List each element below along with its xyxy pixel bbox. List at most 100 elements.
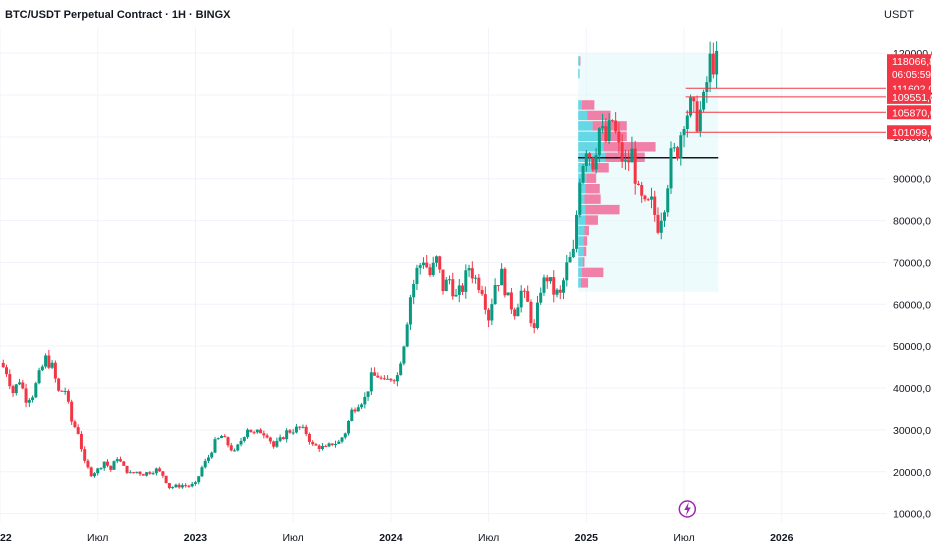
candle-body (487, 310, 490, 321)
candle-body (585, 153, 588, 166)
candle-body (129, 472, 132, 473)
last-price-label: 118066,8 (892, 56, 932, 68)
candle-body (621, 142, 624, 161)
candle-body (347, 421, 350, 433)
candle-body (448, 279, 451, 280)
candle-body (663, 212, 666, 220)
vp-bar-up (578, 69, 579, 78)
candle-body (660, 221, 663, 233)
candle-body (409, 297, 412, 324)
vp-bar-up (578, 56, 579, 65)
candle-body (666, 188, 669, 212)
candle-body (269, 438, 272, 442)
candle-body (191, 484, 194, 486)
vp-bar-down (582, 268, 604, 277)
candle-body (510, 292, 513, 309)
candle-body (705, 82, 708, 92)
candle-body (240, 441, 243, 445)
vp-bar-down (585, 205, 619, 214)
vp-bar-up (578, 121, 592, 130)
candle-body (354, 410, 357, 412)
candle-body (438, 256, 441, 269)
y-tick-label: 80000,0 (893, 216, 931, 228)
candle-body (513, 309, 516, 316)
candle-body (324, 446, 327, 447)
candle-body (168, 483, 171, 488)
candle-body (425, 263, 428, 268)
candle-body (220, 436, 223, 438)
candle-body (171, 487, 174, 488)
candle-body (318, 446, 321, 449)
candle-body (689, 97, 692, 115)
candle-body (582, 166, 585, 183)
candle-body (578, 183, 581, 215)
vp-bar-up (578, 226, 584, 235)
candle-body (373, 372, 376, 375)
candle-body (692, 97, 695, 101)
candle-body (18, 382, 21, 384)
candle-body (341, 437, 344, 441)
candle-body (249, 430, 252, 432)
candle-body (210, 453, 213, 458)
candle-body (197, 476, 200, 482)
candle-body (474, 278, 477, 279)
candle-body (442, 270, 445, 291)
candle-body (275, 441, 278, 447)
candle-body (715, 51, 718, 75)
candle-body (490, 304, 493, 320)
candle-body (70, 402, 73, 422)
candle-body (93, 473, 96, 476)
candle-body (259, 430, 262, 434)
candle-body (370, 372, 373, 391)
candle-body (455, 295, 458, 296)
candle-body (174, 485, 177, 487)
candle-body (34, 383, 37, 397)
candle-body (295, 427, 298, 433)
candle-body (546, 277, 549, 281)
candle-body (536, 303, 539, 328)
candle-body (673, 147, 676, 148)
candle-body (367, 391, 370, 397)
candle-body (28, 400, 31, 403)
candle-body (285, 430, 288, 439)
candle-body (562, 280, 565, 292)
vp-bar-down (580, 56, 581, 65)
chart-title: BTC/USDT Perpetual Contract · 1H · BINGX (5, 9, 231, 21)
candle-body (461, 285, 464, 291)
candle-body (314, 444, 317, 445)
level-label: 101099,0 (892, 127, 932, 139)
y-tick-label: 90000,0 (893, 174, 931, 186)
currency-label[interactable]: USDT (884, 9, 914, 21)
candle-body (321, 446, 324, 449)
vp-bar-down (587, 111, 610, 120)
vp-bar-down (603, 142, 655, 151)
candle-body (676, 147, 679, 158)
candle-body (389, 379, 392, 380)
candle-body (67, 391, 70, 402)
candle-body (529, 302, 532, 323)
vp-bar-down (585, 215, 598, 224)
candle-body (415, 268, 418, 284)
candle-body (227, 437, 230, 445)
candle-body (181, 485, 184, 487)
candle-body (357, 407, 360, 411)
candle-body (468, 268, 471, 270)
candle-body (471, 268, 474, 278)
candle-body (702, 92, 705, 110)
candle-body (630, 149, 633, 163)
vp-bar-up (578, 132, 598, 141)
y-tick-label: 40000,0 (893, 383, 931, 395)
vp-bar-down (584, 247, 587, 256)
y-tick-label: 60000,0 (893, 299, 931, 311)
candle-body (552, 277, 555, 295)
candle-body (47, 356, 50, 368)
candle-body (507, 292, 510, 295)
candle-body (604, 126, 607, 141)
candle-body (51, 363, 54, 368)
y-tick-label: 20000,0 (893, 467, 931, 479)
candle-body (679, 135, 682, 158)
candle-body (575, 215, 578, 249)
candle-body (194, 482, 197, 484)
